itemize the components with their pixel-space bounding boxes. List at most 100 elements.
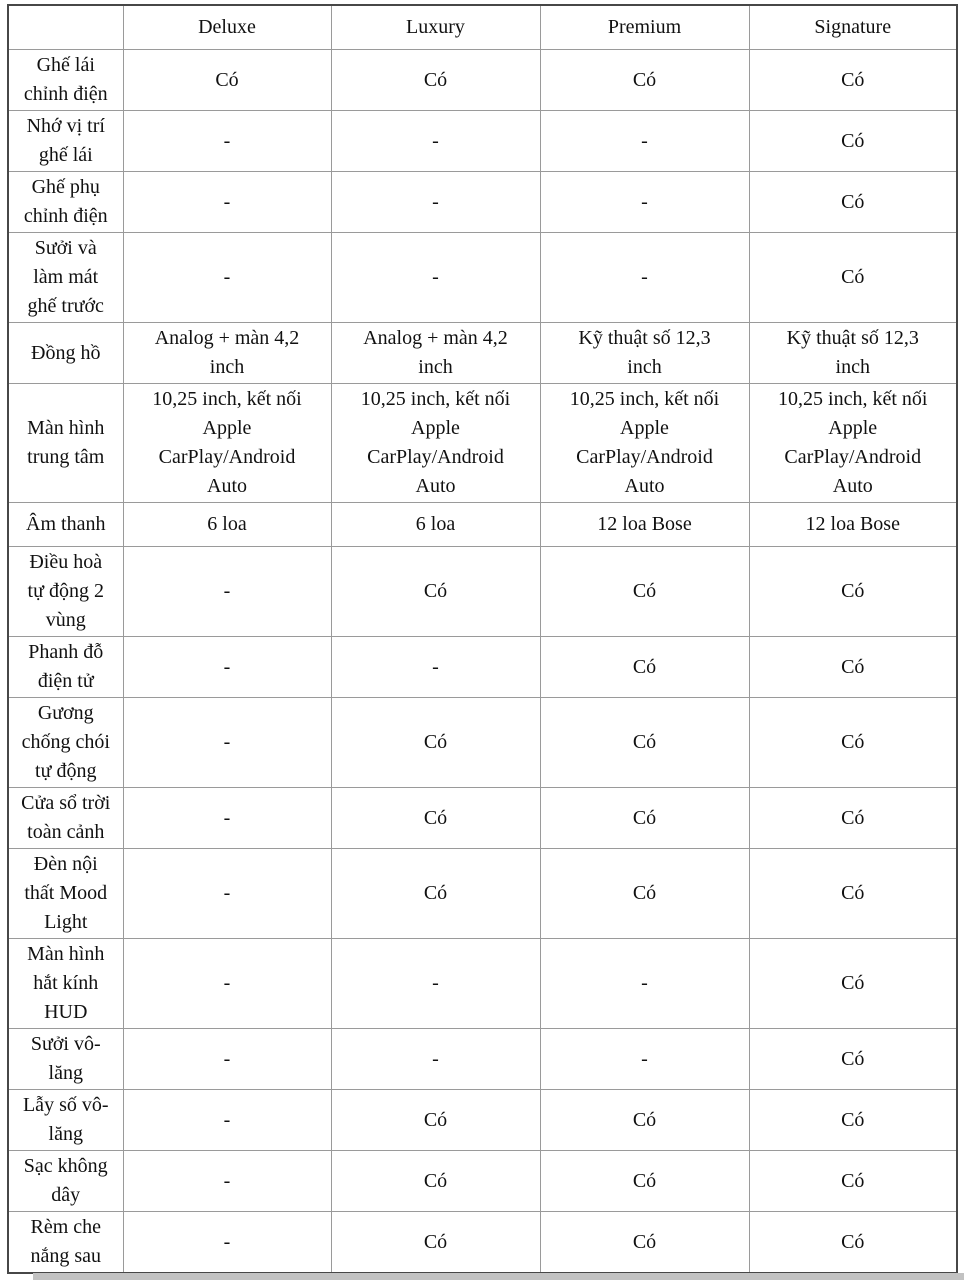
table-row: Phanh đỗ điện tử - - Có Có (7, 636, 958, 698)
feature-value: - (330, 232, 541, 323)
feature-value: - (122, 848, 332, 939)
feature-value: Có (748, 49, 958, 111)
feature-value: 10,25 inch, kết nối Apple CarPlay/Androi… (748, 383, 958, 503)
feature-label: Gương chống chói tự động (7, 697, 124, 788)
feature-value: - (330, 1028, 541, 1090)
feature-value: - (330, 938, 541, 1029)
feature-value: - (539, 232, 750, 323)
feature-value: - (122, 697, 332, 788)
feature-value: Có (330, 1211, 541, 1274)
feature-value: Có (748, 697, 958, 788)
feature-value: Có (330, 546, 541, 637)
feature-value: 10,25 inch, kết nối Apple CarPlay/Androi… (330, 383, 541, 503)
feature-label: Màn hình hắt kính HUD (7, 938, 124, 1029)
table-row: Rèm che nắng sau - Có Có Có (7, 1211, 958, 1274)
feature-label: Sạc không dây (7, 1150, 124, 1212)
table-row: Đồng hồ Analog + màn 4,2 inch Analog + màn… (7, 322, 958, 384)
table-row: Màn hình trung tâm 10,25 inch, kết nối Ap… (7, 383, 958, 503)
feature-value: Có (539, 636, 750, 698)
feature-value: - (539, 938, 750, 1029)
feature-value: Có (748, 1028, 958, 1090)
feature-label: Âm thanh (7, 502, 124, 547)
table-row: Màn hình hắt kính HUD - - - Có (7, 938, 958, 1029)
feature-label: Rèm che nắng sau (7, 1211, 124, 1274)
feature-value: - (122, 1211, 332, 1274)
feature-value: 6 loa (330, 502, 541, 547)
feature-value: Analog + màn 4,2 inch (330, 322, 541, 384)
feature-value: - (122, 1150, 332, 1212)
feature-value: Có (330, 848, 541, 939)
feature-value: Có (539, 1211, 750, 1274)
feature-value: - (330, 171, 541, 233)
feature-value: - (122, 787, 332, 849)
feature-value: Analog + màn 4,2 inch (122, 322, 332, 384)
feature-value: Có (330, 49, 541, 111)
feature-label: Sưởi vô-lăng (7, 1028, 124, 1090)
feature-value: - (330, 110, 541, 172)
feature-value: Có (539, 848, 750, 939)
trim-comparison-table: Deluxe Luxury Premium Signature Ghế lái chỉ… (7, 4, 958, 1274)
feature-value: Có (748, 636, 958, 698)
feature-value: Có (748, 1089, 958, 1151)
feature-value: Có (539, 49, 750, 111)
table-row: Ghế lái chỉnh điện Có Có Có Có (7, 49, 958, 111)
feature-label: Ghế lái chỉnh điện (7, 49, 124, 111)
feature-value: Có (748, 787, 958, 849)
feature-value: Có (122, 49, 332, 111)
feature-value: Có (330, 1150, 541, 1212)
feature-value: - (122, 171, 332, 233)
feature-label: Lẫy số vô-lăng (7, 1089, 124, 1151)
table-row: Đèn nội thất Mood Light - Có Có Có (7, 848, 958, 939)
feature-value: Có (539, 546, 750, 637)
feature-value: Có (539, 697, 750, 788)
feature-value: Kỹ thuật số 12,3 inch (748, 322, 958, 384)
feature-value: Kỹ thuật số 12,3 inch (539, 322, 750, 384)
next-section-edge (33, 1273, 964, 1280)
feature-value: 10,25 inch, kết nối Apple CarPlay/Androi… (539, 383, 750, 503)
feature-value: Có (748, 1211, 958, 1274)
table-row: Âm thanh 6 loa 6 loa 12 loa Bose 12 loa Bose (7, 502, 958, 547)
feature-value: Có (748, 232, 958, 323)
header-row: Deluxe Luxury Premium Signature (7, 4, 958, 50)
feature-value: Có (748, 848, 958, 939)
table-row: Lẫy số vô-lăng - Có Có Có (7, 1089, 958, 1151)
column-header-premium: Premium (539, 4, 750, 50)
feature-label: Đèn nội thất Mood Light (7, 848, 124, 939)
feature-value: Có (748, 938, 958, 1029)
feature-value: 12 loa Bose (539, 502, 750, 547)
table-row: Sưởi vô-lăng - - - Có (7, 1028, 958, 1090)
feature-label: Ghế phụ chỉnh điện (7, 171, 124, 233)
feature-value: - (122, 110, 332, 172)
feature-value: 6 loa (122, 502, 332, 547)
feature-value: 12 loa Bose (748, 502, 958, 547)
feature-value: - (122, 938, 332, 1029)
table-row: Gương chống chói tự động - Có Có Có (7, 697, 958, 788)
table-row: Sạc không dây - Có Có Có (7, 1150, 958, 1212)
feature-value: - (122, 1089, 332, 1151)
feature-value: Có (330, 1089, 541, 1151)
column-header-deluxe: Deluxe (122, 4, 332, 50)
feature-label: Phanh đỗ điện tử (7, 636, 124, 698)
feature-value: Có (748, 546, 958, 637)
feature-label: Nhớ vị trí ghế lái (7, 110, 124, 172)
corner-cell (7, 4, 124, 50)
feature-label: Sưởi và làm mát ghế trước (7, 232, 124, 323)
feature-value: Có (748, 1150, 958, 1212)
feature-label: Màn hình trung tâm (7, 383, 124, 503)
table-row: Ghế phụ chỉnh điện - - - Có (7, 171, 958, 233)
feature-value: - (122, 1028, 332, 1090)
column-header-signature: Signature (748, 4, 958, 50)
feature-label: Điều hoà tự động 2 vùng (7, 546, 124, 637)
feature-value: Có (539, 1150, 750, 1212)
table-row: Sưởi và làm mát ghế trước - - - Có (7, 232, 958, 323)
table-row: Điều hoà tự động 2 vùng - Có Có Có (7, 546, 958, 637)
feature-label: Cửa sổ trời toàn cảnh (7, 787, 124, 849)
feature-label: Đồng hồ (7, 322, 124, 384)
feature-value: - (539, 171, 750, 233)
feature-value: Có (330, 697, 541, 788)
feature-value: - (539, 1028, 750, 1090)
table-row: Cửa sổ trời toàn cảnh - Có Có Có (7, 787, 958, 849)
feature-value: 10,25 inch, kết nối Apple CarPlay/Androi… (122, 383, 332, 503)
feature-value: Có (748, 171, 958, 233)
feature-value: - (539, 110, 750, 172)
